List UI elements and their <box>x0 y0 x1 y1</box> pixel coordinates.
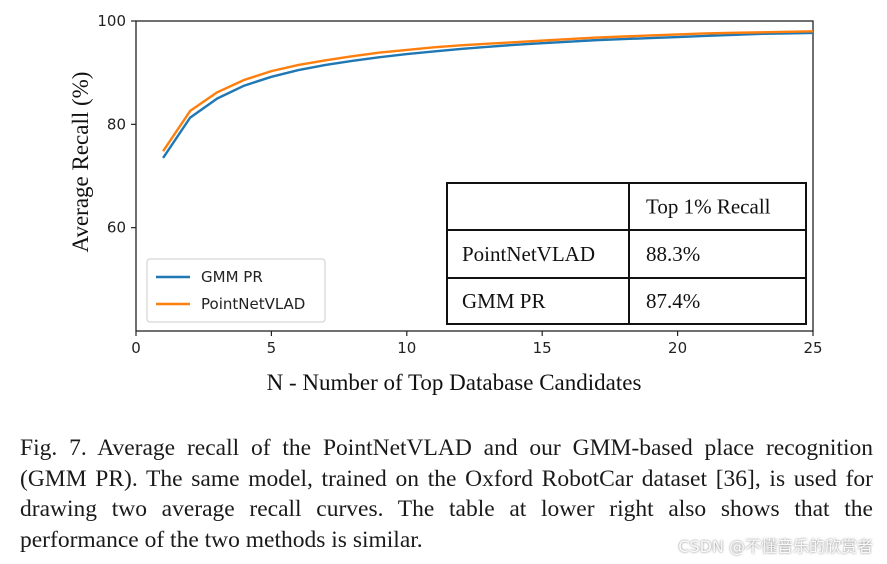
y-tick-label: 60 <box>107 219 126 237</box>
plot-area: 0 5 10 15 20 25 60 80 100 <box>97 12 822 357</box>
axes-frame <box>135 20 814 332</box>
legend-label: PointNetVLAD <box>201 295 305 313</box>
legend: GMM PR PointNetVLAD <box>146 258 326 323</box>
table-cell: 88.3% <box>646 242 700 266</box>
series-line-pointnetvlad <box>162 30 814 152</box>
table-cell: PointNetVLAD <box>462 242 595 266</box>
y-axis-title: Average Recall (%) <box>68 72 93 253</box>
x-tick-label: 0 <box>131 339 141 357</box>
inset-table: Top 1% Recall PointNetVLAD 88.3% GMM PR 87.4… <box>446 182 807 325</box>
table-border <box>446 182 807 325</box>
figure-caption: Fig. 7. Average recall of the PointNetVL… <box>20 435 873 553</box>
x-tick-label: 5 <box>267 339 277 357</box>
x-tick-label: 20 <box>668 339 687 357</box>
watermark: CSDN @不懂音乐的欣赏者 <box>678 537 873 556</box>
series-lines <box>162 30 814 159</box>
y-tick-label: 80 <box>107 115 126 133</box>
x-tick-label: 15 <box>533 339 552 357</box>
y-tick-label: 100 <box>97 12 126 30</box>
legend-box <box>146 258 326 323</box>
table-cell: Top 1% Recall <box>646 195 771 219</box>
x-axis-title: N - Number of Top Database Candidates <box>267 370 642 395</box>
x-tick-label: 25 <box>803 339 822 357</box>
table-cell: GMM PR <box>462 289 545 313</box>
table-cell: 87.4% <box>646 289 700 313</box>
x-tick-label: 10 <box>397 339 416 357</box>
recall-chart: 0 5 10 15 20 25 60 80 100 GMM PR PointNetVLAD Top… <box>68 12 823 395</box>
series-line-gmm-pr <box>162 31 814 159</box>
legend-label: GMM PR <box>201 268 263 286</box>
